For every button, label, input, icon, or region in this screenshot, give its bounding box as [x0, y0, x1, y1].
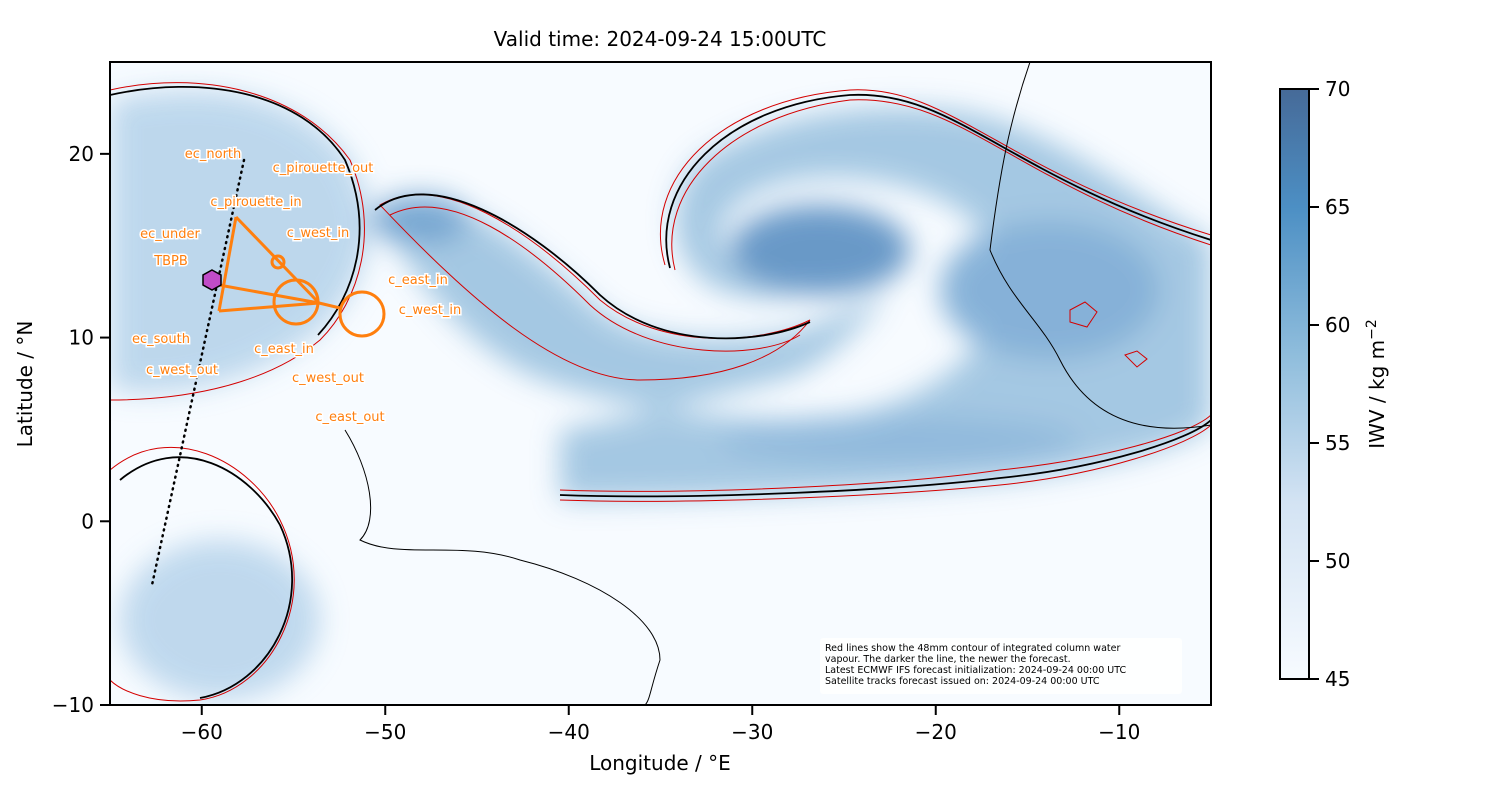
satellite-track: [150, 158, 246, 587]
chart-title: Valid time: 2024-09-24 15:00UTC: [494, 27, 827, 51]
x-tick-label: −40: [548, 720, 590, 744]
track-leg: [218, 283, 320, 305]
circle-east: [338, 290, 386, 338]
colorbar-tick-label: 70: [1325, 77, 1350, 101]
track-leg: [318, 301, 341, 310]
track-leg: [234, 215, 321, 305]
track-annotation: c_pirouette_out: [273, 161, 374, 176]
track-annotation: c_west_out: [146, 363, 218, 378]
colorbar-tick-label: 45: [1325, 667, 1350, 691]
x-tick-label: −60: [181, 720, 223, 744]
track-annotation: c_west_in: [287, 226, 350, 241]
x-tick-label: −50: [364, 720, 406, 744]
airport-marker: [202, 269, 222, 291]
track-annotation: c_pirouette_in: [210, 195, 301, 210]
colorbar-tick-label: 65: [1325, 195, 1350, 219]
x-tick-label: −10: [1098, 720, 1140, 744]
track-annotation: c_west_out: [292, 371, 364, 386]
flight-track: [217, 215, 341, 313]
track-annotation: c_east_out: [315, 410, 384, 425]
y-tick-label: −10: [52, 693, 94, 717]
colorbar-tick-label: 50: [1325, 549, 1350, 573]
track-annotation: c_east_in: [388, 273, 448, 288]
y-tick-label: 0: [81, 509, 94, 533]
note-line: Latest ECMWF IFS forecast initialization…: [825, 665, 1126, 676]
note-line: vapour. The darker the line, the newer t…: [825, 654, 1071, 665]
colorbar-tick-label: 55: [1325, 431, 1350, 455]
note-line: Red lines show the 48mm contour of integ…: [825, 643, 1120, 654]
track-annotation: ec_south: [132, 332, 190, 347]
track-annotation: c_east_in: [254, 342, 314, 357]
track-annotation: ec_north: [185, 147, 242, 162]
colorbar-label: IWV / kg m−2: [1364, 319, 1389, 449]
pirouette-circle: [270, 254, 286, 270]
note-line: Satellite tracks forecast issued on: 202…: [825, 676, 1100, 687]
track-annotation: c_west_in: [399, 303, 462, 318]
track-annotation: TBPB: [153, 254, 188, 269]
track-annotation: ec_under: [140, 227, 200, 242]
y-axis-label: Latitude / °N: [13, 321, 37, 448]
track-leg: [218, 301, 320, 313]
x-axis-label: Longitude / °E: [589, 751, 731, 775]
x-tick-label: −30: [731, 720, 773, 744]
y-tick-label: 20: [69, 142, 94, 166]
map-field: [110, 62, 1211, 705]
colorbar: [1279, 88, 1310, 680]
axes-frame: [109, 61, 1212, 706]
circle-west: [272, 278, 320, 326]
x-tick-label: −20: [915, 720, 957, 744]
colorbar-tick-label: 60: [1325, 313, 1350, 337]
track-leg: [217, 216, 238, 312]
note-box: [820, 638, 1182, 694]
y-tick-label: 10: [69, 326, 94, 350]
